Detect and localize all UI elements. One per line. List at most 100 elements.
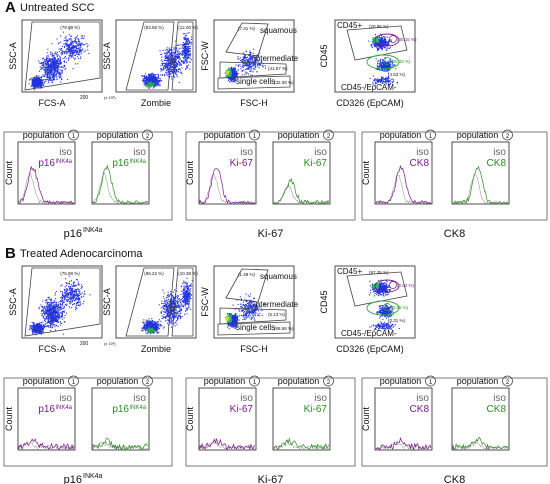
scatter-point bbox=[383, 69, 385, 71]
scatter-point bbox=[186, 43, 188, 45]
scatter-point bbox=[78, 51, 80, 53]
scatter-point bbox=[61, 52, 63, 54]
scatter-point bbox=[36, 326, 38, 328]
scatter-point bbox=[245, 71, 247, 73]
scatter-point bbox=[387, 42, 389, 44]
scatter-point bbox=[57, 43, 59, 45]
scatter-point bbox=[233, 67, 235, 69]
scatter-point bbox=[187, 37, 189, 39]
scatter-point bbox=[37, 325, 39, 327]
scatter-point bbox=[188, 48, 190, 50]
scatter-point bbox=[383, 42, 385, 44]
scatter-point bbox=[178, 68, 180, 70]
scatter-point bbox=[249, 70, 251, 72]
scatter-point bbox=[257, 60, 259, 62]
scatter-point bbox=[164, 73, 166, 75]
scatter-point bbox=[391, 40, 393, 42]
scatter-point bbox=[182, 47, 184, 49]
scatter-point bbox=[51, 66, 53, 68]
scatter-point bbox=[229, 74, 231, 76]
scatter-point bbox=[232, 73, 234, 75]
scatter-point bbox=[41, 62, 43, 64]
x-axis-label: CD326 (EpCAM) bbox=[336, 98, 404, 108]
scatter-point bbox=[54, 62, 56, 64]
scatter-points bbox=[235, 48, 266, 76]
scatter-point bbox=[184, 51, 186, 53]
scatter-point bbox=[382, 65, 384, 67]
scatter-point bbox=[377, 41, 379, 43]
scatter-point bbox=[391, 66, 393, 68]
scatter-point bbox=[56, 71, 58, 73]
scatter-point bbox=[41, 310, 43, 312]
scatter-point bbox=[261, 65, 263, 67]
scatter-point bbox=[155, 85, 157, 87]
scatter-point bbox=[169, 49, 171, 51]
scatter-point bbox=[153, 77, 155, 79]
scatter-point bbox=[35, 334, 37, 336]
scatter-point bbox=[250, 56, 252, 58]
scatter-point bbox=[182, 43, 184, 45]
scatter-point bbox=[46, 52, 48, 54]
scatter-point bbox=[74, 63, 76, 65]
scatter-point bbox=[50, 324, 52, 326]
gate-percentage: (32.09 %) bbox=[274, 80, 294, 85]
scatter-point bbox=[148, 80, 150, 82]
scatter-point bbox=[167, 71, 169, 73]
scatter-point bbox=[47, 68, 49, 70]
scatter-point bbox=[33, 326, 35, 328]
scatter-point bbox=[63, 61, 65, 63]
cd45-negative-label: CD45-/EpCAM- bbox=[341, 83, 397, 92]
scatter-point bbox=[381, 40, 383, 42]
scatter-point bbox=[153, 75, 155, 77]
scatter-point bbox=[49, 51, 51, 53]
scatter-point bbox=[39, 84, 41, 86]
scatter-point bbox=[37, 80, 39, 82]
scatter-point bbox=[171, 76, 173, 78]
scatter-point bbox=[39, 323, 41, 325]
scatter-point bbox=[178, 71, 180, 73]
scatter-point bbox=[377, 63, 379, 65]
scatter-point bbox=[235, 64, 237, 66]
scatter-point bbox=[38, 331, 40, 333]
scatter-point bbox=[65, 44, 67, 46]
scatter-point bbox=[47, 60, 49, 62]
scatter-point bbox=[252, 52, 254, 54]
scatter-point bbox=[35, 326, 37, 328]
scatter-point bbox=[225, 69, 227, 71]
scatter-points bbox=[225, 70, 230, 75]
scatter-point bbox=[390, 78, 392, 80]
scatter-point bbox=[34, 78, 36, 80]
scatter-point bbox=[252, 71, 254, 73]
scatter-point bbox=[375, 40, 377, 42]
scatter-point bbox=[53, 63, 55, 65]
scatter-point bbox=[255, 60, 257, 62]
scatter-point bbox=[42, 62, 44, 64]
scatter-point bbox=[178, 69, 180, 71]
scatter-point bbox=[187, 46, 189, 48]
scatter-point bbox=[256, 58, 258, 60]
scatter-point bbox=[32, 331, 34, 333]
scatter-point bbox=[375, 68, 377, 70]
scatter-point bbox=[386, 47, 388, 49]
scatter-point bbox=[375, 43, 377, 45]
scatter-point bbox=[36, 329, 38, 331]
population-number-circle bbox=[502, 129, 513, 141]
scatter-point bbox=[239, 57, 241, 59]
scatter-point bbox=[378, 42, 380, 44]
scatter-point bbox=[56, 67, 58, 69]
scatter-point bbox=[88, 52, 90, 54]
scatter-point bbox=[76, 41, 78, 43]
gate-label-squamous: squamous bbox=[260, 26, 297, 35]
scatter-point bbox=[188, 64, 190, 66]
scatter-point bbox=[171, 50, 173, 52]
scatter-point bbox=[37, 326, 39, 328]
scatter-point bbox=[75, 46, 77, 48]
scatter-point bbox=[228, 73, 230, 75]
scatter-point bbox=[75, 45, 77, 47]
scatter-point bbox=[29, 327, 31, 329]
scatter-point bbox=[160, 79, 162, 81]
scatter-point bbox=[145, 83, 147, 85]
scatter-point bbox=[51, 64, 53, 66]
marker-trace bbox=[453, 165, 508, 204]
scatter-point bbox=[385, 63, 387, 65]
